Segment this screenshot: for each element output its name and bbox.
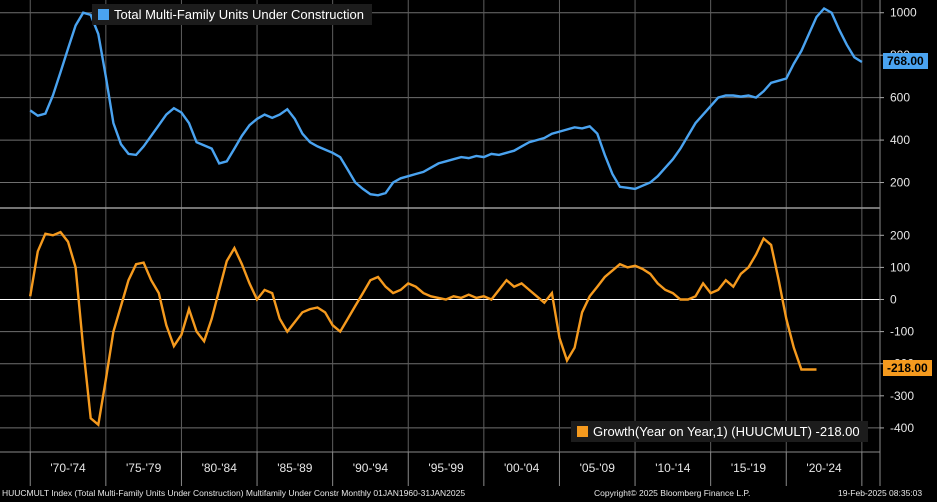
top-legend: Total Multi-Family Units Under Construct… bbox=[92, 4, 372, 25]
x-tick-label: '80-'84 bbox=[202, 461, 238, 475]
series-line-yoy-growth bbox=[29, 230, 817, 427]
x-tick-label: '15-'19 bbox=[731, 461, 767, 475]
bottom-y-tick-label: 200 bbox=[890, 228, 910, 242]
x-tick-label: '75-'79 bbox=[126, 461, 162, 475]
footer-copyright: Copyright© 2025 Bloomberg Finance L.P. bbox=[594, 488, 751, 498]
x-tick-label: '20-'24 bbox=[806, 461, 842, 475]
x-axis-grid bbox=[29, 0, 863, 452]
bottom-legend: Growth(Year on Year,1) (HUUCMULT) -218.0… bbox=[571, 421, 868, 442]
bottom-legend-label: Growth(Year on Year,1) (HUUCMULT) -218.0… bbox=[593, 424, 860, 439]
x-tick-label: '00-'04 bbox=[504, 461, 540, 475]
x-tick-label: '95-'99 bbox=[428, 461, 464, 475]
bottom-last-value-badge: -218.00 bbox=[883, 360, 932, 377]
top-y-tick-label: 1000 bbox=[890, 6, 917, 20]
top-y-tick-label: 400 bbox=[890, 133, 910, 147]
bottom-y-tick-label: -400 bbox=[890, 421, 914, 435]
x-axis-ticks: '70-'74 '75-'79 '80-'84 '85-'89 '90-'94 '95-'… bbox=[29, 452, 863, 486]
top-y-tick-label: 200 bbox=[890, 176, 910, 190]
bottom-y-tick-label: -300 bbox=[890, 389, 914, 403]
top-y-ticks: 1000800600400200 bbox=[880, 6, 917, 190]
top-y-tick-label: 600 bbox=[890, 91, 910, 105]
top-panel-grid bbox=[0, 12, 880, 184]
bottom-y-tick-label: 0 bbox=[890, 293, 897, 307]
top-legend-label: Total Multi-Family Units Under Construct… bbox=[114, 7, 364, 22]
x-tick-label: '85-'89 bbox=[277, 461, 313, 475]
top-last-value: 768.00 bbox=[887, 53, 924, 68]
x-tick-label: '10-'14 bbox=[655, 461, 691, 475]
bottom-legend-swatch bbox=[577, 426, 588, 437]
series-line-multifamily-units bbox=[29, 6, 863, 197]
bottom-y-tick-label: 100 bbox=[890, 260, 910, 274]
bottom-last-value: -218.00 bbox=[887, 361, 928, 376]
top-last-value-badge: 768.00 bbox=[883, 52, 928, 69]
top-legend-swatch bbox=[98, 9, 109, 20]
x-tick-label: '90-'94 bbox=[353, 461, 389, 475]
footer-timestamp: 19-Feb-2025 08:35:03 bbox=[838, 488, 923, 498]
x-tick-label: '05-'09 bbox=[580, 461, 616, 475]
footer-description: HUUCMULT Index (Total Multi-Family Units… bbox=[2, 488, 466, 498]
x-tick-label: '70-'74 bbox=[50, 461, 86, 475]
bottom-panel-grid bbox=[0, 234, 880, 429]
bottom-y-tick-label: -100 bbox=[890, 325, 914, 339]
